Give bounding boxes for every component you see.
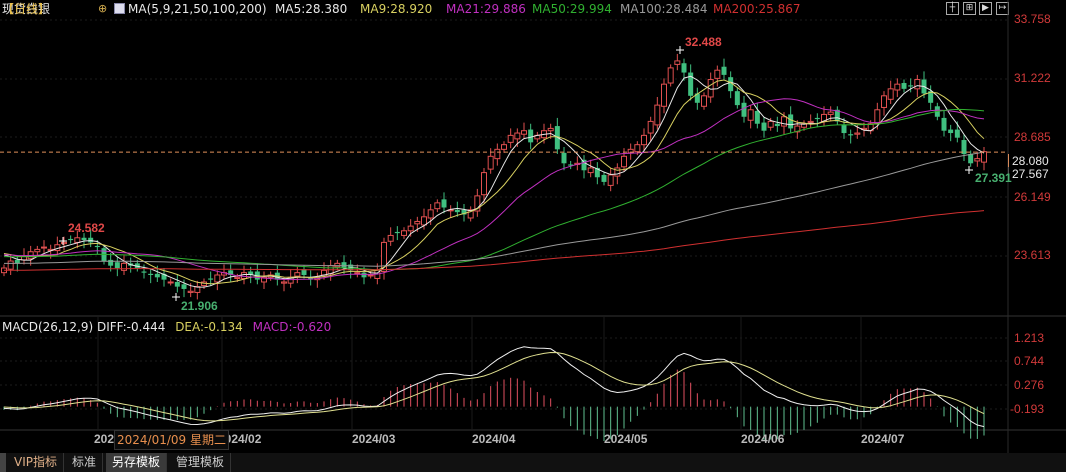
x-tick-4: 2024/05 xyxy=(604,432,648,446)
annotation-high-1: 24.582 xyxy=(68,221,105,235)
macd-value: MACD:-0.620 xyxy=(252,320,332,334)
macd-tick-3: 0.276 xyxy=(1014,378,1045,392)
current-price-label: 28.080 xyxy=(1008,154,1066,169)
bottom-toolbar xyxy=(0,453,1066,472)
crosshair-icon[interactable]: ┼ xyxy=(946,2,959,15)
price-tick-3: 28.685 xyxy=(1014,130,1051,144)
crosshair-date-tooltip: 2024/01/09 星期二 xyxy=(114,430,229,450)
settings-circle-icon[interactable]: ⊕ xyxy=(98,2,108,15)
macd-header: MACD(26,12,9) DIFF:-0.444 DEA:-0.134 MAC… xyxy=(2,319,331,335)
annotation-low-last: 27.391 xyxy=(975,171,1012,185)
annotation-high-max: 32.488 xyxy=(685,35,722,49)
ma200-value: MA200:25.867 xyxy=(713,2,801,16)
x-tick-6: 2024/07 xyxy=(861,432,905,446)
macd-tick-2: 0.744 xyxy=(1014,354,1045,368)
x-tick-5: 2024/06 xyxy=(741,432,785,446)
tab-save-template[interactable]: 另存模板 xyxy=(106,453,168,472)
ma100-value: MA100:28.484 xyxy=(620,2,708,16)
ma9-value: MA9:28.920 xyxy=(360,2,433,16)
x-tick-2: 2024/03 xyxy=(352,432,396,446)
annotation-low-1: 21.906 xyxy=(181,299,218,313)
ma50-value: MA50:29.994 xyxy=(532,2,612,16)
macd-tick-1: 1.213 xyxy=(1014,331,1045,345)
period-label[interactable]: 【日线】 xyxy=(2,2,51,16)
ma21-value: MA21:29.886 xyxy=(446,2,526,16)
x-tick-0: 202 xyxy=(94,432,115,446)
price-tick-1: 33.758 xyxy=(1014,12,1051,26)
price-tick-5: 23.613 xyxy=(1014,248,1051,262)
zoom-range-icon[interactable]: ⊞ xyxy=(963,2,976,15)
play-icon[interactable]: ▶ xyxy=(979,2,992,15)
ma5-value: MA5:28.380 xyxy=(275,2,348,16)
crosshair-price-label: 27.567 xyxy=(1008,167,1066,182)
macd-params: MACD(26,12,9) xyxy=(2,320,94,334)
x-tick-3: 2024/04 xyxy=(472,432,516,446)
ma-params: MA(5,9,21,50,100,200) xyxy=(128,2,267,16)
price-tick-4: 26.149 xyxy=(1014,190,1051,204)
macd-diff: DIFF:-0.444 xyxy=(96,320,166,334)
tab-standard[interactable]: 标准 xyxy=(66,453,104,472)
macd-tick-4: -0.193 xyxy=(1010,402,1045,416)
instrument-name: 现货白银 xyxy=(2,2,51,16)
chart-header: 现货白银 【日线】 ⊕ MA(5,9,21,50,100,200) MA5:28.… xyxy=(0,0,1066,18)
tab-vip-indicators[interactable]: VIP指标 xyxy=(8,453,64,472)
bottom-left-handle[interactable] xyxy=(0,453,6,472)
price-tick-2: 31.222 xyxy=(1014,71,1051,85)
tab-manage-templates[interactable]: 管理模板 xyxy=(170,453,232,472)
macd-dea: DEA:-0.134 xyxy=(175,320,243,334)
ma-indicator-icon[interactable] xyxy=(114,3,125,14)
